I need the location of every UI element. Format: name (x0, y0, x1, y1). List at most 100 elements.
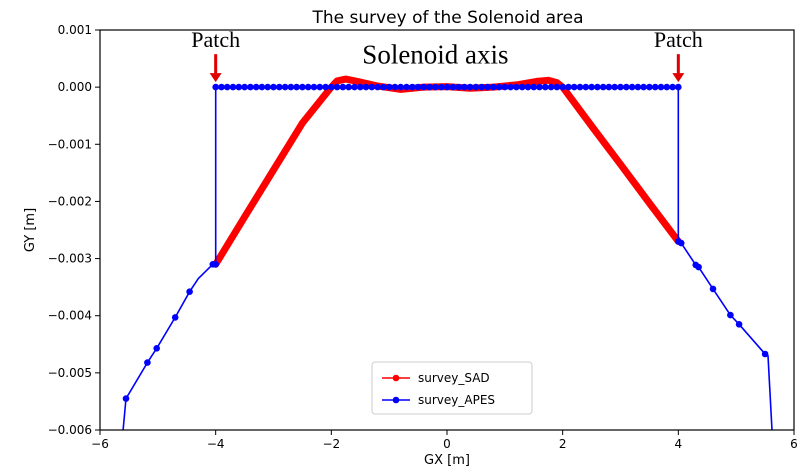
data-point (224, 84, 231, 91)
data-point (762, 351, 769, 358)
data-point (432, 84, 439, 91)
data-point (403, 84, 410, 91)
data-point (646, 84, 653, 91)
data-point (664, 84, 671, 91)
data-point (513, 84, 520, 91)
data-point (554, 84, 561, 91)
data-point (450, 84, 457, 91)
patch-arrow-head (672, 73, 684, 82)
series-line-survey-sad (216, 79, 679, 264)
data-point (218, 84, 225, 91)
data-point (236, 84, 243, 91)
data-point (247, 84, 254, 91)
data-point (600, 84, 607, 91)
data-point (588, 84, 595, 91)
data-point (212, 261, 219, 268)
y-tick-label: 0.000 (58, 80, 92, 94)
data-point (695, 264, 702, 271)
data-point (484, 84, 491, 91)
data-point (444, 84, 451, 91)
patch-annotation: Patch (191, 27, 240, 52)
legend-label: survey_SAD (418, 371, 490, 385)
legend-label: survey_APES (418, 393, 495, 407)
data-point (186, 288, 193, 295)
data-point (571, 84, 578, 91)
data-point (617, 84, 624, 91)
data-point (507, 84, 514, 91)
data-point (288, 84, 295, 91)
data-point (282, 84, 289, 91)
data-point (311, 84, 318, 91)
data-point (415, 84, 422, 91)
x-tick-label: −4 (207, 437, 225, 451)
data-point (340, 84, 347, 91)
legend-swatch-marker (393, 375, 400, 382)
data-point (374, 84, 381, 91)
data-point (502, 84, 509, 91)
chart-title: The survey of the Solenoid area (311, 8, 583, 28)
patch-arrow-head (210, 73, 222, 82)
data-point (455, 84, 462, 91)
data-point (144, 359, 151, 366)
data-point (478, 84, 485, 91)
data-point (397, 84, 404, 91)
data-point (299, 84, 306, 91)
data-point (357, 84, 364, 91)
x-tick-label: 0 (443, 437, 451, 451)
data-point (345, 84, 352, 91)
data-point (678, 240, 685, 247)
x-tick-label: 6 (790, 437, 798, 451)
data-point (322, 84, 329, 91)
y-tick-label: −0.006 (48, 423, 92, 437)
data-point (496, 84, 503, 91)
x-tick-label: −2 (322, 437, 340, 451)
y-tick-label: −0.005 (48, 366, 92, 380)
y-tick-label: −0.002 (48, 194, 92, 208)
x-axis-label: GX [m] (424, 453, 470, 468)
data-point (640, 84, 647, 91)
data-point (421, 84, 428, 91)
data-point (461, 84, 468, 91)
data-point (519, 84, 526, 91)
data-point (363, 84, 370, 91)
data-point (658, 84, 665, 91)
legend: survey_SAD survey_APES (372, 362, 532, 414)
y-tick-label: −0.003 (48, 252, 92, 266)
data-point (577, 84, 584, 91)
data-point (123, 395, 130, 402)
data-point (386, 84, 393, 91)
data-point (241, 84, 248, 91)
legend-swatch-marker (393, 397, 400, 404)
data-point (727, 312, 734, 319)
data-point (409, 84, 416, 91)
data-point (565, 84, 572, 91)
y-tick-label: −0.004 (48, 309, 92, 323)
data-point (270, 84, 277, 91)
data-point (380, 84, 387, 91)
data-point (583, 84, 590, 91)
data-point (736, 321, 743, 328)
data-point (548, 84, 555, 91)
data-point (669, 84, 676, 91)
data-point (525, 84, 532, 91)
data-point (623, 84, 630, 91)
data-point (536, 84, 543, 91)
y-tick-label: −0.001 (48, 137, 92, 151)
data-point (559, 84, 566, 91)
data-point (473, 84, 480, 91)
data-point (594, 84, 601, 91)
y-axis-label: GY [m] (23, 208, 38, 252)
patch-annotation: Patch (654, 27, 703, 52)
data-point (438, 84, 445, 91)
x-tick-label: 4 (675, 437, 683, 451)
data-point (542, 84, 549, 91)
data-point (392, 84, 399, 91)
data-point (212, 84, 219, 91)
data-point (253, 84, 260, 91)
data-point (606, 84, 613, 91)
x-tick-label: −6 (91, 437, 109, 451)
data-point (259, 84, 266, 91)
data-point (305, 84, 312, 91)
data-point (328, 84, 335, 91)
